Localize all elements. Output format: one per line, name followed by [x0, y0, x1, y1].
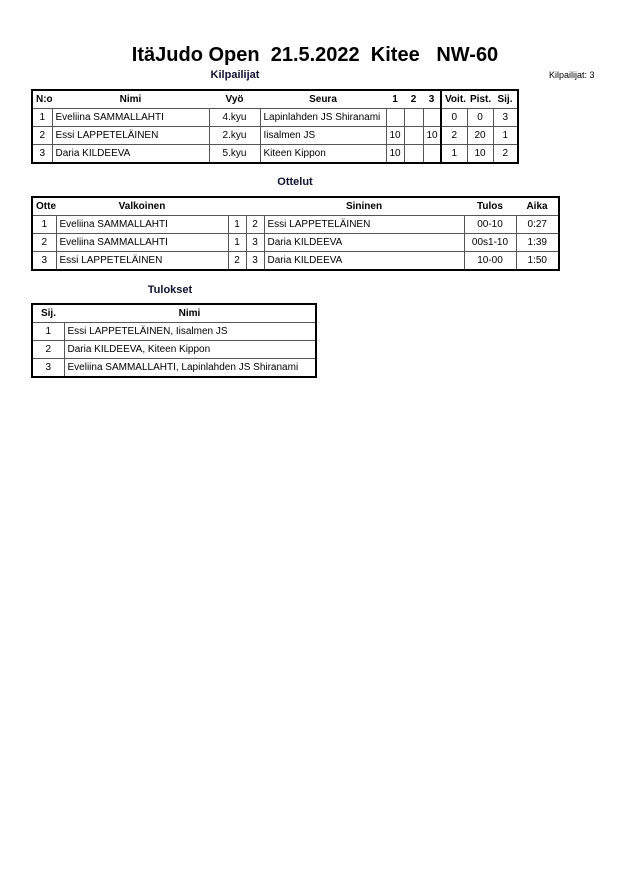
table-cell: 3 [492, 108, 519, 127]
table-cell: 10 [385, 144, 405, 164]
table-cell: 5.kyu [208, 144, 261, 164]
column-header [228, 197, 246, 216]
table-cell: 3 [245, 251, 265, 271]
table-cell: Daria KILDEEVA [51, 144, 210, 164]
competitors-heading: Kilpailijat [210, 69, 260, 81]
table-cell: 20 [466, 126, 494, 145]
column-header: Sij. [493, 90, 518, 109]
table-cell: 00s1-10 [463, 233, 517, 252]
table-cell: 1 [31, 322, 65, 341]
table-cell: Daria KILDEEVA [263, 233, 465, 252]
table-cell: 3 [31, 144, 53, 164]
table-cell: 1:39 [515, 233, 560, 252]
table-cell: 1 [227, 233, 247, 252]
table-cell: Kiteen Kippon [259, 144, 387, 164]
column-header: Sij. [32, 304, 64, 323]
competitor-count: Kilpailijat: 3 [549, 70, 595, 80]
table-row: 3 Daria KILDEEVA 5.kyu Kiteen Kippon 10 1 10 2 [31, 144, 519, 164]
column-header: Tulos [464, 197, 516, 216]
column-header: Voit. [440, 90, 467, 109]
table-cell: 1 [227, 215, 247, 234]
table-cell: 1 [31, 108, 53, 127]
table-cell: 10 [466, 144, 494, 164]
table-cell: 2 [492, 144, 519, 164]
table-cell: Eveliina SAMMALLAHTI [55, 233, 229, 252]
table-row: 1 Eveliina SAMMALLAHTI 4.kyu Lapinlahden JS… [31, 108, 519, 127]
table-row: 2 Essi LAPPETELÄINEN 2.kyu Iisalmen JS 10 10 2… [31, 126, 519, 145]
table-cell [422, 144, 442, 164]
matches-table: OtteluValkoinenSininenTulosAika1Eveliina… [31, 196, 560, 271]
competitors-table: N:o Nimi Vyö Seura 1 2 3 Voit. Pist. Sij. 1 Eveliin… [31, 89, 519, 164]
column-header: Vyö [209, 90, 260, 109]
table-cell: Iisalmen JS [259, 126, 387, 145]
column-header: Aika [516, 197, 559, 216]
table-cell: 2.kyu [208, 126, 261, 145]
table-cell: 4.kyu [208, 108, 261, 127]
table-cell: Daria KILDEEVA, Kiteen Kippon [63, 340, 317, 359]
table-cell: 00-10 [463, 215, 517, 234]
table-cell: Daria KILDEEVA [263, 251, 465, 271]
column-header: Nimi [52, 90, 209, 109]
table-row: 3 Eveliina SAMMALLAHTI, Lapinlahden JS Sh… [31, 358, 317, 378]
page-title: ItäJudo Open 21.5.2022 Kitee NW-60 [131, 44, 499, 66]
column-header: 2 [404, 90, 423, 109]
table-cell [422, 108, 442, 127]
table-cell: Essi LAPPETELÄINEN [55, 251, 229, 271]
table-row: 1 Eveliina SAMMALLAHTI 1 2 Essi LAPPETELÄINE… [31, 215, 560, 234]
table-cell [403, 126, 424, 145]
table-cell: Essi LAPPETELÄINEN [51, 126, 210, 145]
column-header: Seura [260, 90, 386, 109]
table-row: 2 Daria KILDEEVA, Kiteen Kippon [31, 340, 317, 359]
table-cell: 2 [31, 340, 65, 359]
results-heading: Tulokset [147, 284, 193, 296]
table-cell: Eveliina SAMMALLAHTI [51, 108, 210, 127]
table-cell: 10 [422, 126, 442, 145]
column-header: N:o [32, 90, 52, 109]
table-cell: 2 [31, 126, 53, 145]
table-cell [385, 108, 405, 127]
matches-heading: Ottelut [277, 176, 313, 188]
table-cell: 1:50 [515, 251, 560, 271]
table-cell: 2 [31, 233, 57, 252]
table-cell: 2 [245, 215, 265, 234]
column-header: Nimi [64, 304, 316, 323]
table-row: 3 Essi LAPPETELÄINEN 2 3 Daria KILDEEVA 10-00… [31, 251, 560, 271]
table-cell: 1 [31, 215, 57, 234]
table-cell [403, 144, 424, 164]
table-cell: 10 [385, 126, 405, 145]
table-cell: Essi LAPPETELÄINEN [263, 215, 465, 234]
table-cell: 1 [492, 126, 519, 145]
table-row: 1 Essi LAPPETELÄINEN, Iisalmen JS [31, 322, 317, 341]
column-header: Sininen [264, 197, 464, 216]
column-header: Valkoinen [56, 197, 228, 216]
table-cell: 0:27 [515, 215, 560, 234]
table-cell: 0 [440, 108, 468, 127]
column-header: 3 [423, 90, 441, 109]
table-cell: 1 [440, 144, 468, 164]
table-cell: Lapinlahden JS Shiranami [259, 108, 387, 127]
table-cell: 3 [31, 358, 65, 378]
table-cell: 2 [440, 126, 468, 145]
table-cell: 10-00 [463, 251, 517, 271]
table-cell: 2 [227, 251, 247, 271]
table-cell [403, 108, 424, 127]
table-cell: Eveliina SAMMALLAHTI, Lapinlahden JS Shi… [63, 358, 317, 378]
table-cell: 3 [245, 233, 265, 252]
table-cell: 0 [466, 108, 494, 127]
table-cell: 3 [31, 251, 57, 271]
column-header: Pist. [467, 90, 493, 109]
table-cell: Eveliina SAMMALLAHTI [55, 215, 229, 234]
results-table: Sij. Nimi 1 Essi LAPPETELÄINEN, Iisalmen JS… [31, 303, 317, 378]
column-header [246, 197, 264, 216]
column-header: 1 [386, 90, 404, 109]
column-header: Ottelu [32, 197, 56, 216]
table-row: 2 Eveliina SAMMALLAHTI 1 3 Daria KILDEEVA 00s… [31, 233, 560, 252]
table-cell: Essi LAPPETELÄINEN, Iisalmen JS [63, 322, 317, 341]
